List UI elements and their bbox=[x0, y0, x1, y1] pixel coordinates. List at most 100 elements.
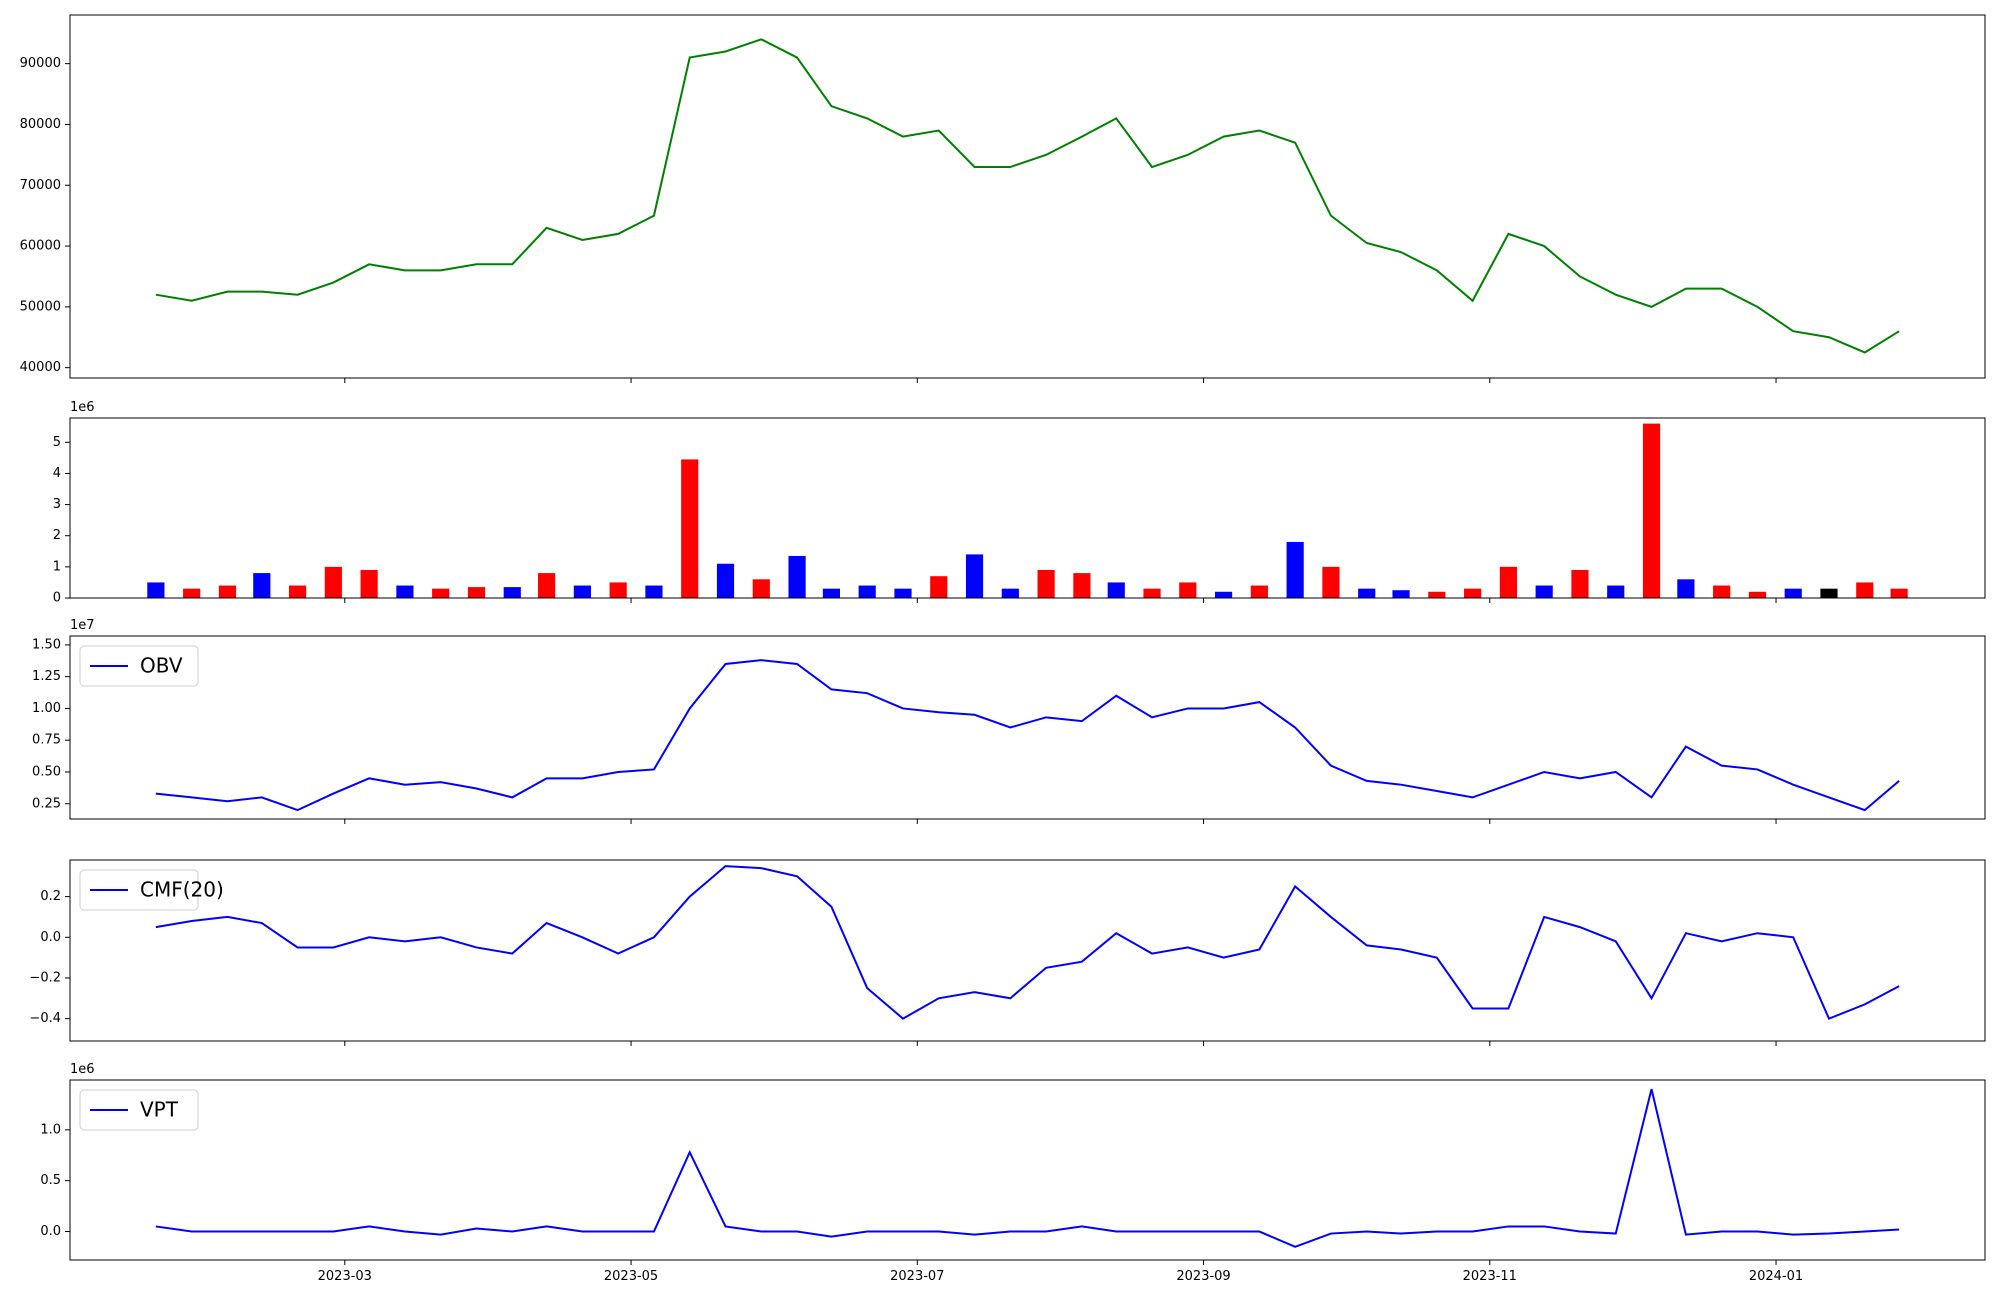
volume-bar bbox=[1571, 569, 1589, 598]
y-tick-label: −0.4 bbox=[29, 1011, 61, 1026]
volume-bar bbox=[1713, 585, 1731, 598]
volume-bar bbox=[218, 585, 237, 598]
volume-bar bbox=[788, 555, 806, 598]
volume-bar bbox=[1607, 585, 1625, 598]
volume-bar bbox=[1037, 569, 1055, 598]
y-tick-label: 0 bbox=[53, 591, 61, 606]
volume-bar bbox=[573, 585, 591, 598]
volume-bar bbox=[1748, 591, 1767, 598]
volume-bar bbox=[324, 566, 342, 598]
volume-bar bbox=[147, 582, 165, 598]
legend-box bbox=[79, 869, 199, 911]
volume-bar bbox=[858, 585, 876, 598]
y-tick-label: 2 bbox=[53, 528, 61, 543]
volume-bar bbox=[503, 587, 521, 598]
y-tick-label: −0.2 bbox=[29, 970, 61, 985]
x-tick-label: 2023-03 bbox=[318, 1269, 372, 1284]
plot-frame bbox=[69, 417, 1986, 599]
volume-bar bbox=[183, 588, 201, 598]
series-line bbox=[155, 1088, 1900, 1248]
volume-bar bbox=[1677, 579, 1695, 598]
x-tick-label: 2023-11 bbox=[1463, 1269, 1517, 1284]
legend-label: CMF(20) bbox=[140, 878, 224, 902]
y-tick-label: 1 bbox=[53, 559, 61, 574]
volume-bar bbox=[1179, 582, 1197, 598]
y-tick-label: 0.5 bbox=[40, 1173, 61, 1188]
y-tick-label: 70000 bbox=[20, 178, 61, 193]
volume-bar bbox=[1214, 591, 1233, 598]
volume-bar bbox=[1073, 573, 1091, 598]
volume-bar bbox=[1820, 588, 1838, 598]
y-tick-label: 0.25 bbox=[32, 796, 61, 811]
volume-bar bbox=[1535, 585, 1553, 598]
y-tick-label: 90000 bbox=[20, 56, 61, 71]
y-tick-label: 1.00 bbox=[32, 701, 61, 716]
plot-frame bbox=[69, 14, 1986, 379]
legend-box bbox=[79, 1089, 199, 1131]
y-tick-label: 60000 bbox=[20, 239, 61, 254]
volume-bar bbox=[894, 588, 912, 598]
volume-bar bbox=[1392, 590, 1410, 598]
y-tick-label: 4 bbox=[53, 466, 61, 481]
y-tick-label: 1.25 bbox=[32, 669, 61, 684]
y-tick-label: 0.75 bbox=[32, 733, 61, 748]
volume-bar bbox=[1464, 588, 1482, 598]
volume-bar bbox=[930, 576, 948, 598]
legend-label: VPT bbox=[140, 1098, 179, 1122]
volume-bar bbox=[1642, 423, 1661, 598]
volume-bar bbox=[1107, 582, 1125, 598]
series-line bbox=[155, 865, 1900, 1020]
plot-frame bbox=[69, 635, 1986, 820]
volume-bar bbox=[432, 588, 450, 598]
series-line bbox=[155, 659, 1900, 812]
y-offset-label: 1e6 bbox=[70, 1062, 95, 1077]
volume-bar bbox=[1428, 591, 1446, 598]
x-tick-label: 2023-07 bbox=[890, 1269, 944, 1284]
volume-bar bbox=[609, 582, 627, 598]
plot-frame bbox=[69, 859, 1986, 1042]
volume-bar bbox=[538, 573, 556, 598]
y-tick-label: 50000 bbox=[20, 299, 61, 314]
volume-bar bbox=[645, 585, 663, 598]
volume-bar bbox=[1358, 588, 1376, 598]
volume-bar bbox=[1890, 588, 1908, 598]
volume-bar bbox=[288, 585, 307, 598]
volume-bar bbox=[1001, 588, 1019, 598]
volume-bar bbox=[822, 588, 841, 598]
y-tick-label: 80000 bbox=[20, 117, 61, 132]
volume-bar bbox=[1784, 588, 1802, 598]
y-tick-label: 3 bbox=[53, 497, 61, 512]
volume-bar bbox=[752, 579, 770, 598]
plot-frame bbox=[69, 1079, 1986, 1261]
y-offset-label: 1e7 bbox=[70, 618, 95, 633]
volume-bar bbox=[716, 563, 735, 598]
y-tick-label: 0.0 bbox=[40, 1224, 61, 1239]
x-tick-label: 2024-01 bbox=[1749, 1269, 1803, 1284]
y-tick-label: 0.2 bbox=[40, 889, 61, 904]
volume-bar bbox=[1143, 588, 1161, 598]
volume-bar bbox=[467, 587, 486, 598]
volume-bar bbox=[1322, 566, 1340, 598]
volume-bar bbox=[360, 569, 378, 598]
y-tick-label: 0.50 bbox=[32, 764, 61, 779]
volume-bar bbox=[1499, 566, 1517, 598]
x-tick-label: 2023-09 bbox=[1176, 1269, 1230, 1284]
y-offset-label: 1e6 bbox=[70, 400, 95, 415]
volume-bar bbox=[1250, 585, 1268, 598]
volume-bar bbox=[681, 459, 699, 598]
volume-bar bbox=[965, 554, 984, 598]
y-tick-label: 1.0 bbox=[40, 1122, 61, 1137]
legend-label: OBV bbox=[140, 654, 183, 678]
volume-bar bbox=[253, 573, 271, 598]
legend-box bbox=[79, 645, 199, 687]
x-tick-label: 2023-05 bbox=[604, 1269, 658, 1284]
y-tick-label: 40000 bbox=[20, 360, 61, 375]
volume-bar bbox=[1856, 582, 1874, 598]
y-tick-label: 0.0 bbox=[40, 930, 61, 945]
y-tick-label: 1.50 bbox=[32, 637, 61, 652]
volume-bar bbox=[1286, 541, 1304, 598]
y-tick-label: 5 bbox=[53, 435, 61, 450]
volume-bar bbox=[396, 585, 414, 598]
